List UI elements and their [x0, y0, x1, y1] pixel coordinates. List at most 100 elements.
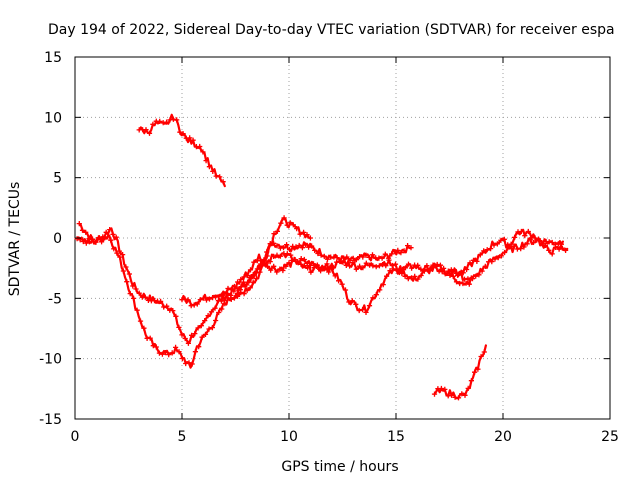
data-point: [431, 263, 437, 269]
data-point: [220, 179, 226, 185]
data-point: [147, 335, 153, 341]
data-point: [353, 266, 359, 272]
data-point: [479, 268, 485, 274]
data-point: [442, 386, 448, 392]
data-point: [222, 301, 228, 307]
data-point: [260, 261, 266, 267]
data-point: [284, 222, 290, 228]
data-point: [281, 215, 287, 221]
data-point: [257, 269, 263, 275]
data-point: [191, 302, 197, 308]
data-point: [247, 267, 254, 273]
chart-title: Day 194 of 2022, Sidereal Day-to-day VTE…: [48, 22, 615, 38]
data-point: [203, 297, 210, 303]
data-point: [467, 260, 473, 266]
data-point: [491, 242, 497, 248]
series-arc-2: [74, 215, 313, 369]
data-point: [213, 173, 219, 179]
data-point: [511, 243, 517, 249]
data-point: [518, 228, 524, 235]
data-point: [186, 360, 192, 366]
data-point: [179, 332, 185, 338]
y-tick-label: 10: [44, 110, 62, 126]
data-point: [185, 297, 191, 303]
data-point: [318, 268, 324, 274]
data-point: [277, 266, 283, 272]
data-point: [524, 241, 530, 247]
data-point: [465, 385, 471, 391]
data-point: [492, 256, 498, 262]
data-point: [488, 246, 494, 252]
data-point: [188, 303, 194, 309]
data-point: [274, 243, 280, 249]
x-tick-label: 0: [71, 429, 80, 445]
data-point: [409, 265, 415, 271]
data-point: [187, 135, 193, 141]
data-point: [460, 270, 466, 276]
data-point: [305, 265, 311, 271]
data-point: [105, 234, 111, 240]
data-point: [120, 268, 126, 274]
data-point: [373, 292, 379, 298]
series-line: [433, 344, 487, 400]
series-arc-5: [446, 228, 569, 278]
data-point: [402, 273, 408, 279]
data-point: [402, 265, 409, 271]
data-point: [363, 252, 369, 258]
data-point: [379, 255, 385, 261]
data-point: [153, 344, 159, 350]
data-point: [546, 239, 552, 245]
data-point: [268, 267, 274, 273]
data-point: [134, 307, 140, 313]
data-point: [502, 249, 508, 256]
data-point: [357, 263, 363, 269]
data-point: [535, 236, 542, 242]
data-point: [481, 248, 487, 254]
data-point: [99, 239, 105, 245]
data-point: [238, 276, 244, 283]
data-point: [298, 256, 304, 262]
data-point: [474, 258, 480, 264]
data-point: [238, 284, 244, 290]
data-point: [431, 391, 438, 397]
data-point: [156, 350, 162, 356]
data-point: [80, 238, 86, 245]
data-point: [450, 269, 456, 275]
data-point: [408, 275, 415, 281]
data-point: [103, 229, 109, 235]
data-point: [92, 239, 99, 245]
data-point: [449, 392, 455, 398]
data-point: [83, 229, 89, 235]
data-point: [389, 251, 395, 257]
data-point: [304, 260, 310, 266]
data-point: [559, 245, 565, 251]
data-point: [563, 247, 569, 253]
data-point: [251, 259, 257, 265]
data-point: [271, 253, 277, 259]
data-point: [199, 334, 205, 340]
data-point: [360, 254, 366, 260]
data-point: [321, 253, 327, 259]
data-point: [110, 231, 116, 237]
x-tick-label: 20: [494, 429, 512, 445]
data-point: [373, 264, 379, 270]
data-point: [217, 174, 223, 180]
y-tick-label: 0: [53, 231, 62, 247]
data-point: [102, 235, 108, 241]
data-point: [498, 237, 504, 243]
data-point: [326, 269, 332, 275]
data-point: [283, 263, 289, 269]
data-point: [141, 325, 147, 331]
data-point: [150, 121, 156, 127]
data-point: [508, 241, 514, 247]
data-point: [222, 291, 228, 297]
data-point: [271, 263, 277, 269]
data-point: [412, 273, 418, 279]
data-point: [74, 236, 80, 242]
data-point: [194, 301, 200, 307]
data-point: [340, 259, 346, 265]
data-point: [425, 267, 431, 273]
data-point: [331, 254, 337, 260]
data-point: [238, 290, 244, 296]
data-point: [312, 247, 318, 253]
